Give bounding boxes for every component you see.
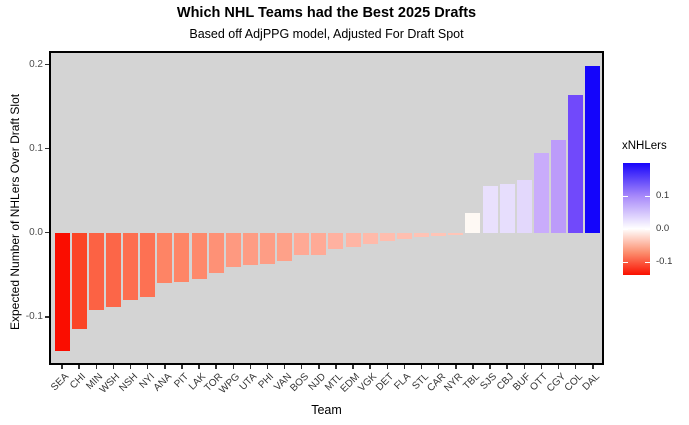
y-tick--0.1 [45,316,49,318]
legend-tick-left-0.1 [623,195,628,197]
bar-chi [71,232,87,329]
x-tick-fla [403,365,406,369]
x-tick-vgk [369,365,371,369]
bar-nyi [140,232,156,298]
legend-label-0.1: 0.1 [656,189,670,201]
chart-title: Which NHL Teams had the Best 2025 Drafts [176,5,477,21]
bar-uta [242,232,258,265]
x-tick-bos [300,365,303,369]
x-tick-van [283,365,286,369]
bar-min [88,232,104,311]
x-tick-col [574,365,577,369]
chart-subtitle: Based off AdjPPG model, Adjusted For Dra… [189,27,464,41]
bar-nyr [448,232,464,236]
legend-tick-left--0.1 [623,261,628,263]
legend-tick-right-0.1 [645,195,650,197]
x-tick-njd [318,365,320,369]
x-tick-car [437,365,440,369]
bar-lak [191,232,207,279]
y-label-0.2: 0.2 [29,58,43,70]
x-tick-mtl [335,365,337,369]
x-tick-nyr [455,365,457,369]
legend-tick-right--0.1 [645,261,650,263]
bar-nsh [123,232,138,301]
x-tick-tbl [472,365,474,369]
bar-buf [516,179,532,233]
x-tick-det [386,365,388,369]
bar-tor [208,232,224,274]
x-tick-uta [249,365,252,369]
bar-sjs [482,185,498,233]
x-tick-tor [215,365,217,369]
bar-bos [294,232,310,256]
y-label-0.1: 0.1 [29,143,43,154]
legend-gradient-bar [623,163,650,275]
bar-fla [396,232,412,240]
bar-wpg [225,232,241,268]
bar-cgy [551,140,566,233]
bar-car [431,232,447,237]
x-tick-nyi [146,365,149,369]
x-tick-dal [592,365,594,369]
x-tick-sjs [489,365,491,369]
legend-tick-right-0.0 [645,228,650,230]
bar-det [379,232,395,242]
bar-ana [157,232,173,284]
y-label--0.1: -0.1 [25,311,43,323]
legend-label-0.0: 0.0 [656,222,670,234]
bar-pit [174,232,190,283]
bar-tbl [465,212,481,233]
x-tick-cbj [506,365,508,369]
x-tick-lak [198,365,200,369]
y-tick-0.0 [45,231,49,234]
bar-phi [259,232,275,264]
bar-mtl [328,232,344,250]
legend-title: xNHLers [622,140,667,152]
bar-sea [54,232,70,351]
x-tick-phi [266,365,269,369]
x-tick-wpg [232,365,234,369]
y-axis-title: Expected Number of NHLers Over Draft Slo… [8,93,22,330]
x-tick-ana [164,365,166,369]
y-label-0.0: 0.0 [29,227,43,239]
legend-label--0.1: -0.1 [656,255,673,267]
x-tick-buf [523,365,525,369]
bar-njd [311,232,327,255]
x-tick-min [95,365,97,369]
bar-wsh [105,232,121,307]
x-tick-pit [181,365,183,369]
bar-stl [414,232,429,237]
x-tick-sea [61,365,63,369]
x-tick-nsh [129,365,132,369]
y-tick-0.2 [45,63,49,65]
bar-col [568,94,584,233]
y-tick-0.1 [45,147,49,150]
bar-edm [345,232,361,247]
bar-ott [533,152,549,233]
x-tick-cgy [557,365,560,369]
x-tick-wsh [112,365,115,369]
x-tick-ott [540,365,543,369]
bar-cbj [499,183,515,233]
x-tick-stl [420,365,423,369]
bar-dal [585,66,601,233]
bar-van [277,232,293,262]
x-tick-chi [78,365,80,369]
x-axis-title: Team [311,403,342,417]
bar-vgk [362,232,378,244]
x-tick-edm [352,365,354,369]
legend-tick-left-0.0 [623,228,628,230]
